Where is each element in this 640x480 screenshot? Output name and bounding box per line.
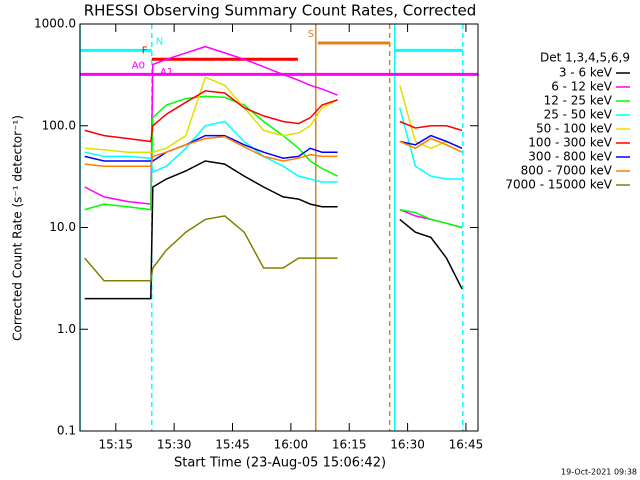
series-line: [84, 95, 463, 229]
flag-label: S: [308, 29, 314, 40]
legend-label: 100 - 300 keV: [528, 136, 612, 150]
legend-title: Det 1,3,4,5,6,9: [540, 51, 630, 65]
series-line: [84, 135, 463, 167]
legend-label: 6 - 12 keV: [551, 80, 613, 94]
x-tick-label: 15:30: [157, 438, 192, 452]
flag-label: A0: [132, 60, 145, 71]
x-tick-label: 15:15: [98, 438, 133, 452]
y-tick-label: 10.0: [49, 220, 76, 234]
y-tick-label: 0.1: [57, 424, 76, 438]
x-tick-label: 16:15: [332, 438, 367, 452]
legend-label: 300 - 800 keV: [528, 150, 612, 164]
legend-label: 12 - 25 keV: [544, 94, 613, 108]
series-line: [84, 134, 463, 162]
flag-label: F: [142, 45, 148, 56]
series-line: [84, 160, 463, 300]
y-tick-label: 100.0: [42, 118, 76, 132]
y-tick-label: 1.0: [57, 322, 76, 336]
x-tick-label: 16:00: [274, 438, 309, 452]
x-tick-label: 16:30: [390, 438, 425, 452]
x-tick-label: 15:45: [215, 438, 250, 452]
series-line: [84, 215, 338, 282]
flag-note: A1: [160, 67, 173, 78]
flag-label: N: [156, 36, 163, 47]
timestamp: 19-Oct-2021 09:38: [561, 468, 637, 477]
y-axis-label: Corrected Count Rate (s⁻¹ detector⁻¹): [11, 115, 25, 341]
y-tick-label: 1000.0: [34, 17, 76, 31]
legend-label: 25 - 50 keV: [544, 108, 613, 122]
x-axis-label: Start Time (23-Aug-05 15:06:42): [174, 456, 386, 471]
x-tick-label: 16:45: [449, 438, 484, 452]
legend-label: 50 - 100 keV: [536, 122, 613, 136]
legend-label: 7000 - 15000 keV: [505, 178, 612, 192]
chart-title: RHESSI Observing Summary Count Rates, Co…: [84, 2, 477, 20]
series-line: [84, 90, 463, 143]
legend-label: 800 - 7000 keV: [521, 164, 613, 178]
plot-frame: [79, 23, 479, 432]
legend-label: 3 - 6 keV: [559, 66, 613, 80]
